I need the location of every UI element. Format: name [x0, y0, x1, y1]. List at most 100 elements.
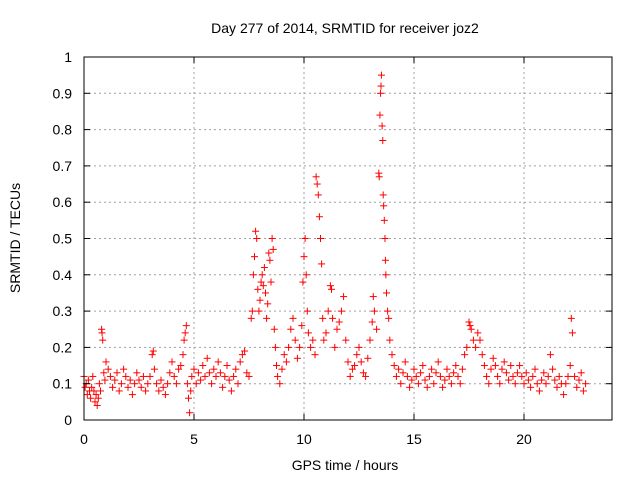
data-point: [157, 376, 165, 384]
data-point: [183, 380, 191, 388]
data-point: [381, 256, 389, 264]
data-point: [463, 343, 471, 351]
data-point: [401, 358, 409, 366]
data-point: [452, 362, 460, 370]
data-point: [544, 372, 552, 380]
data-point: [182, 322, 190, 330]
data-point: [562, 380, 570, 388]
data-point: [527, 383, 535, 391]
data-point: [373, 325, 381, 333]
data-point: [194, 369, 202, 377]
data-point: [273, 362, 280, 370]
data-point: [511, 380, 519, 388]
data-point: [364, 354, 372, 362]
data-point: [172, 380, 180, 388]
data-point: [267, 278, 275, 286]
data-point: [187, 387, 195, 395]
data-point: [313, 180, 321, 188]
data-point: [333, 325, 341, 333]
data-point: [454, 372, 462, 380]
data-point: [491, 362, 499, 370]
data-point: [417, 369, 425, 377]
data-point: [436, 372, 444, 380]
data-point: [432, 369, 440, 377]
data-point: [159, 383, 167, 391]
data-point: [307, 343, 315, 351]
data-point: [540, 369, 548, 377]
data-point: [487, 365, 495, 373]
data-point: [190, 365, 198, 373]
x-tick-label: 0: [80, 431, 88, 447]
data-point: [181, 329, 189, 337]
data-point: [268, 235, 276, 242]
data-point: [266, 256, 274, 264]
data-point: [245, 372, 253, 380]
data-point: [241, 347, 249, 355]
data-point: [430, 380, 438, 388]
data-point: [180, 336, 188, 344]
data-point: [304, 329, 312, 337]
data-point: [568, 329, 576, 337]
data-point: [522, 369, 530, 377]
data-point: [369, 293, 377, 301]
data-point: [553, 383, 561, 391]
data-point: [146, 372, 154, 380]
data-point: [355, 343, 363, 351]
chart-title: Day 277 of 2014, SRMTID for receiver joz…: [211, 20, 479, 36]
data-point: [380, 202, 388, 210]
data-point: [441, 376, 449, 384]
data-point: [214, 358, 222, 366]
data-point: [278, 365, 286, 373]
data-point: [549, 365, 557, 373]
data-point: [238, 351, 246, 359]
data-point: [128, 391, 136, 399]
data-point: [518, 372, 526, 380]
data-point: [102, 358, 110, 366]
y-tick-label: 1: [64, 49, 72, 65]
data-point: [423, 383, 431, 391]
data-point: [225, 376, 233, 384]
data-point: [378, 122, 386, 130]
data-point: [403, 372, 411, 380]
data-point: [249, 271, 257, 279]
data-point: [467, 325, 475, 333]
data-point: [377, 82, 385, 90]
data-point: [480, 362, 488, 370]
data-point: [203, 354, 211, 362]
data-point: [412, 372, 420, 380]
data-point: [216, 369, 224, 377]
data-point: [340, 293, 348, 301]
data-point: [91, 398, 99, 406]
data-point: [353, 351, 361, 359]
data-point: [87, 394, 95, 402]
data-point: [219, 383, 227, 391]
data-point: [351, 362, 359, 370]
data-point: [406, 383, 414, 391]
data-point: [309, 336, 317, 344]
data-point: [379, 136, 387, 144]
data-point: [375, 173, 383, 181]
data-point: [505, 376, 513, 384]
data-point: [192, 380, 200, 388]
data-point: [264, 300, 272, 308]
data-point: [131, 380, 139, 388]
data-point: [221, 372, 229, 380]
data-point: [144, 380, 152, 388]
data-point: [395, 365, 403, 373]
data-point: [274, 372, 282, 380]
data-point: [98, 329, 106, 337]
data-point: [579, 387, 587, 395]
data-point: [342, 336, 350, 344]
data-point: [285, 343, 293, 351]
data-point: [410, 365, 418, 373]
data-point: [384, 307, 392, 315]
data-point: [248, 307, 256, 315]
data-point: [148, 351, 156, 359]
data-point: [311, 351, 319, 359]
data-point: [337, 307, 345, 315]
x-tick-label: 5: [190, 431, 198, 447]
data-point: [456, 380, 464, 388]
y-tick-label: 0.1: [53, 376, 73, 392]
data-point: [255, 307, 263, 315]
data-point: [447, 380, 455, 388]
